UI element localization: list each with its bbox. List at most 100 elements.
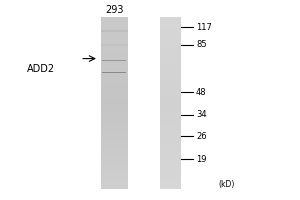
Bar (160, 98, 181, 101)
Bar (101, 182, 128, 184)
Bar (160, 174, 181, 176)
Bar (160, 88, 181, 90)
Bar (101, 46, 128, 47)
Bar (101, 19, 128, 21)
Bar (101, 150, 128, 152)
Bar (101, 120, 128, 122)
Bar (101, 122, 128, 124)
Bar (160, 62, 181, 64)
Bar (101, 98, 128, 101)
Bar (101, 32, 128, 33)
Bar (101, 111, 128, 114)
Bar (101, 186, 128, 189)
Bar (102, 73, 126, 74)
Bar (101, 124, 128, 127)
Bar (160, 101, 181, 103)
Bar (160, 135, 181, 137)
Bar (160, 17, 181, 19)
Bar (101, 53, 128, 56)
Bar (160, 109, 181, 112)
Bar (101, 88, 128, 90)
Bar (101, 79, 128, 82)
Bar (160, 116, 181, 118)
Bar (160, 156, 181, 159)
Bar (101, 148, 128, 150)
Bar (160, 73, 181, 75)
Bar (101, 49, 128, 51)
Bar (101, 77, 128, 79)
Bar (160, 169, 181, 172)
Bar (101, 174, 128, 176)
Bar (160, 90, 181, 92)
Bar (160, 26, 181, 28)
Bar (160, 133, 181, 135)
Bar (160, 105, 181, 107)
Text: 293: 293 (105, 5, 124, 15)
Bar (160, 92, 181, 94)
Bar (160, 49, 181, 51)
Bar (101, 38, 128, 41)
Bar (101, 73, 128, 75)
Bar (101, 58, 128, 60)
Text: 34: 34 (196, 110, 207, 119)
Bar (160, 137, 181, 139)
Bar (160, 154, 181, 157)
Bar (101, 30, 128, 31)
Bar (160, 128, 181, 131)
Bar (102, 60, 126, 61)
Bar (101, 126, 128, 129)
Bar (101, 45, 128, 47)
Bar (160, 34, 181, 36)
Bar (160, 161, 181, 163)
Bar (160, 118, 181, 120)
Bar (101, 68, 128, 71)
Bar (101, 105, 128, 107)
Bar (101, 163, 128, 165)
Bar (101, 21, 128, 24)
Bar (102, 59, 126, 60)
Bar (160, 131, 181, 133)
Bar (160, 94, 181, 97)
Bar (160, 81, 181, 84)
Bar (101, 152, 128, 154)
Bar (101, 41, 128, 43)
Bar (160, 186, 181, 189)
Bar (160, 36, 181, 39)
Bar (160, 111, 181, 114)
Bar (101, 167, 128, 169)
Bar (160, 53, 181, 56)
Bar (160, 38, 181, 41)
Bar (160, 126, 181, 129)
Bar (101, 118, 128, 120)
Bar (160, 107, 181, 109)
Bar (101, 75, 128, 77)
Bar (101, 94, 128, 97)
Bar (160, 180, 181, 182)
Bar (102, 62, 126, 63)
Bar (160, 146, 181, 148)
Bar (160, 64, 181, 66)
Bar (102, 60, 126, 61)
Bar (102, 70, 126, 71)
Bar (101, 17, 128, 19)
Bar (102, 61, 126, 62)
Bar (160, 43, 181, 45)
Bar (101, 56, 128, 58)
Bar (101, 139, 128, 142)
Bar (160, 171, 181, 174)
Bar (101, 45, 128, 46)
Bar (101, 131, 128, 133)
Bar (160, 47, 181, 49)
Bar (101, 60, 128, 62)
Bar (160, 83, 181, 86)
Bar (160, 184, 181, 187)
Bar (101, 32, 128, 34)
Bar (160, 77, 181, 79)
Bar (160, 56, 181, 58)
Bar (101, 36, 128, 39)
Bar (160, 120, 181, 122)
Bar (160, 152, 181, 154)
Bar (101, 96, 128, 99)
Bar (101, 45, 128, 46)
Bar (160, 96, 181, 99)
